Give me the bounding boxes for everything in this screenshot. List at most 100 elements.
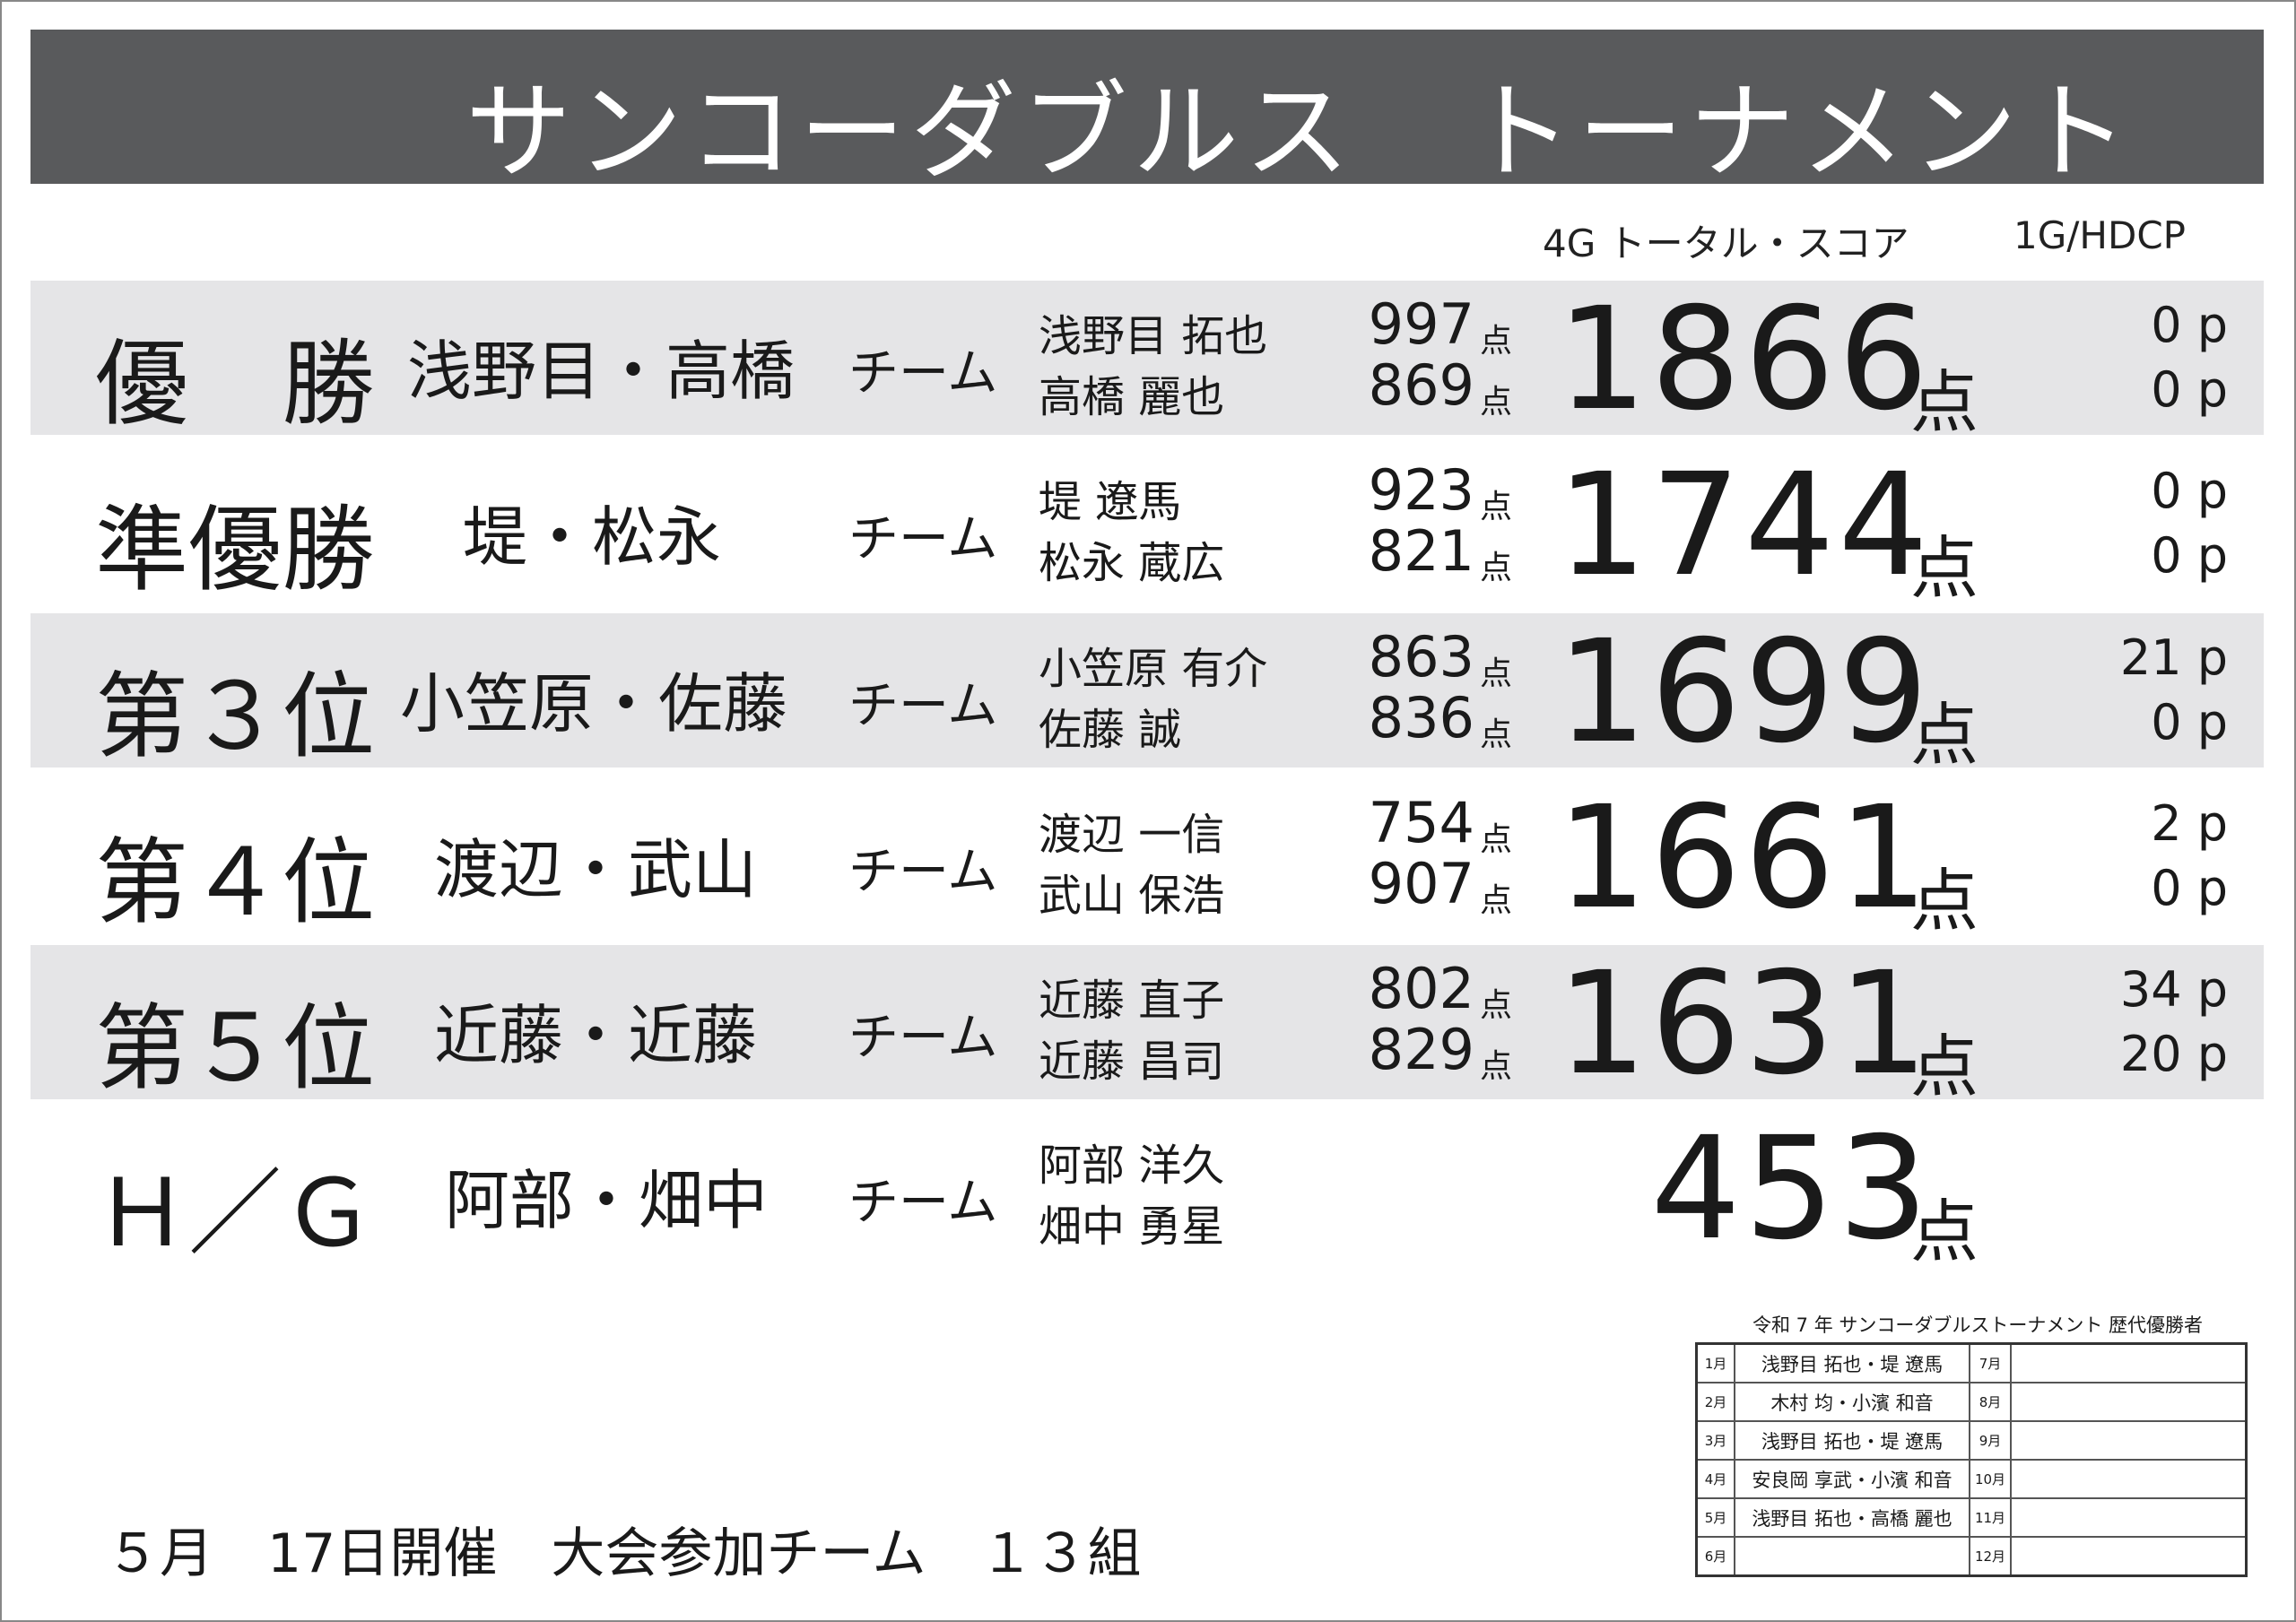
player-score: 869 (1368, 352, 1474, 418)
team-name: 近藤・近藤 (434, 998, 758, 1073)
score-unit: 点 (1480, 882, 1513, 919)
player-name: 高橋 麗也 (1039, 372, 1225, 422)
team-suffix: チーム (848, 677, 998, 735)
player-score: 863 (1368, 624, 1474, 690)
player-score: 836 (1368, 685, 1474, 750)
team-suffix: チーム (848, 1009, 998, 1067)
rank-label: 優 勝 (95, 329, 376, 438)
winner-cell (2010, 1342, 2248, 1383)
result-row-1: 優 勝 浅野目・高橋 チーム 浅野目 拓也 高橋 麗也 997 869 点 点 … (30, 277, 2264, 442)
winner-cell: 木村 均・小濱 和音 (1734, 1382, 1970, 1422)
month-cell: 9月 (1969, 1420, 2012, 1461)
total-score-unit: 点 (1910, 362, 1979, 442)
total-score-unit: 点 (1910, 695, 1979, 775)
month-cell: 2月 (1695, 1382, 1735, 1422)
player-name: 近藤 直子 (1039, 976, 1225, 1026)
player-hdcp: 0 p (2151, 463, 2228, 519)
team-name: 堤・松永 (463, 499, 722, 575)
player-name: 浅野目 拓也 (1039, 311, 1268, 361)
result-row-2: 準優勝 堤・松永 チーム 堤 遼馬 松永 蔵広 923 821 点 点 1744… (30, 443, 2264, 608)
player-score: 923 (1368, 457, 1474, 523)
month-cell: 3月 (1695, 1420, 1735, 1461)
result-row-5: 第５位 近藤・近藤 チーム 近藤 直子 近藤 昌司 802 829 点 点 16… (30, 941, 2264, 1106)
table-row: 3月 浅野目 拓也・堤 遼馬 9月 (1695, 1420, 2248, 1461)
winner-cell: 浅野目 拓也・堤 遼馬 (1734, 1342, 1970, 1383)
score-unit: 点 (1480, 821, 1513, 858)
player-hdcp: 34 p (2119, 961, 2228, 1018)
total-score: 1699 (1556, 610, 1932, 775)
total-score-unit: 点 (1910, 1192, 1979, 1271)
player-name: 佐藤 誠 (1039, 705, 1182, 755)
table-row: 1月 浅野目 拓也・堤 遼馬 7月 (1695, 1342, 2248, 1383)
total-score: 1661 (1556, 776, 1932, 941)
team-name: 浅野目・高橋 (407, 334, 796, 409)
player-name: 阿部 洋久 (1039, 1141, 1225, 1191)
team-suffix: チーム (848, 843, 998, 901)
rank-label: 第５位 (95, 993, 376, 1103)
team-name: 阿部・畑中 (445, 1163, 769, 1238)
month-cell: 7月 (1969, 1342, 2012, 1383)
player-hdcp: 2 p (2151, 795, 2228, 852)
title-bar: サンコーダブルス トーナメント (30, 30, 2264, 194)
hdcp-header: 1G/HDCP (2013, 213, 2186, 257)
player-name: 小笠原 有介 (1039, 644, 1268, 694)
winner-cell (2010, 1536, 2248, 1577)
winner-cell: 浅野目 拓也・堤 遼馬 (1734, 1420, 1970, 1461)
total-score-unit: 点 (1910, 861, 1979, 941)
player-hdcp: 20 p (2119, 1026, 2228, 1082)
player-name: 武山 保浩 (1039, 871, 1225, 921)
player-hdcp: 0 p (2151, 297, 2228, 353)
total-score: 1744 (1556, 443, 1932, 608)
total-score-header: 4G トータル・スコア (1543, 221, 1909, 265)
total-score: 453 (1650, 1106, 1932, 1271)
score-unit: 点 (1480, 716, 1513, 753)
winner-cell (2010, 1420, 2248, 1461)
player-score: 907 (1368, 851, 1474, 916)
month-cell: 12月 (1969, 1536, 2012, 1577)
result-row-4: 第４位 渡辺・武山 チーム 渡辺 一信 武山 保浩 754 907 点 点 16… (30, 776, 2264, 941)
table-row: 4月 安良岡 享武・小濱 和音 10月 (1695, 1459, 2248, 1499)
total-score-unit: 点 (1910, 528, 1979, 608)
player-name: 渡辺 一信 (1039, 810, 1225, 860)
history-table: 1月 浅野目 拓也・堤 遼馬 7月 2月 木村 均・小濱 和音 8月 3月 浅野… (1695, 1342, 2248, 1577)
table-row: 6月 12月 (1695, 1536, 2248, 1577)
player-name: 近藤 昌司 (1039, 1037, 1225, 1087)
player-hdcp: 0 p (2151, 694, 2228, 750)
team-suffix: チーム (848, 1174, 998, 1232)
history-title: 令和 7 年 サンコーダブルストーナメント 歴代優勝者 (1752, 1314, 2204, 1336)
rank-label: 第３位 (95, 662, 376, 771)
player-name: 松永 蔵広 (1039, 538, 1225, 588)
event-footer: ５月 17日開催 大会参加チーム １３組 (106, 1522, 1142, 1585)
table-row: 5月 浅野目 拓也・高橋 麗也 11月 (1695, 1497, 2248, 1538)
high-game-row: Ｈ／Ｇ 阿部・畑中 チーム 阿部 洋久 畑中 勇星 453 点 (30, 1106, 2264, 1271)
player-score: 997 (1368, 291, 1474, 357)
winner-cell (2010, 1497, 2248, 1538)
winner-cell (2010, 1459, 2248, 1499)
score-unit: 点 (1480, 987, 1513, 1024)
score-unit: 点 (1480, 550, 1513, 586)
score-unit: 点 (1480, 655, 1513, 692)
player-hdcp: 0 p (2151, 361, 2228, 418)
month-cell: 8月 (1969, 1382, 2012, 1422)
player-hdcp: 0 p (2151, 527, 2228, 584)
rank-label: 準優勝 (95, 495, 376, 604)
score-unit: 点 (1480, 489, 1513, 525)
score-unit: 点 (1480, 323, 1513, 360)
player-name: 畑中 勇星 (1039, 1201, 1225, 1252)
player-name: 堤 遼馬 (1039, 477, 1182, 527)
winner-cell: 浅野目 拓也・高橋 麗也 (1734, 1497, 1970, 1538)
player-score: 829 (1368, 1017, 1474, 1082)
table-row: 2月 木村 均・小濱 和音 8月 (1695, 1382, 2248, 1422)
player-score: 821 (1368, 518, 1474, 584)
winner-cell (2010, 1382, 2248, 1422)
team-name: 渡辺・武山 (434, 832, 758, 907)
winner-cell: 安良岡 享武・小濱 和音 (1734, 1459, 1970, 1499)
score-unit: 点 (1480, 1048, 1513, 1085)
month-cell: 11月 (1969, 1497, 2012, 1538)
month-cell: 4月 (1695, 1459, 1735, 1499)
page-title: サンコーダブルス トーナメント (465, 70, 2135, 194)
month-cell: 1月 (1695, 1342, 1735, 1383)
team-name: 小笠原・佐藤 (400, 666, 788, 742)
player-score: 802 (1368, 956, 1474, 1021)
